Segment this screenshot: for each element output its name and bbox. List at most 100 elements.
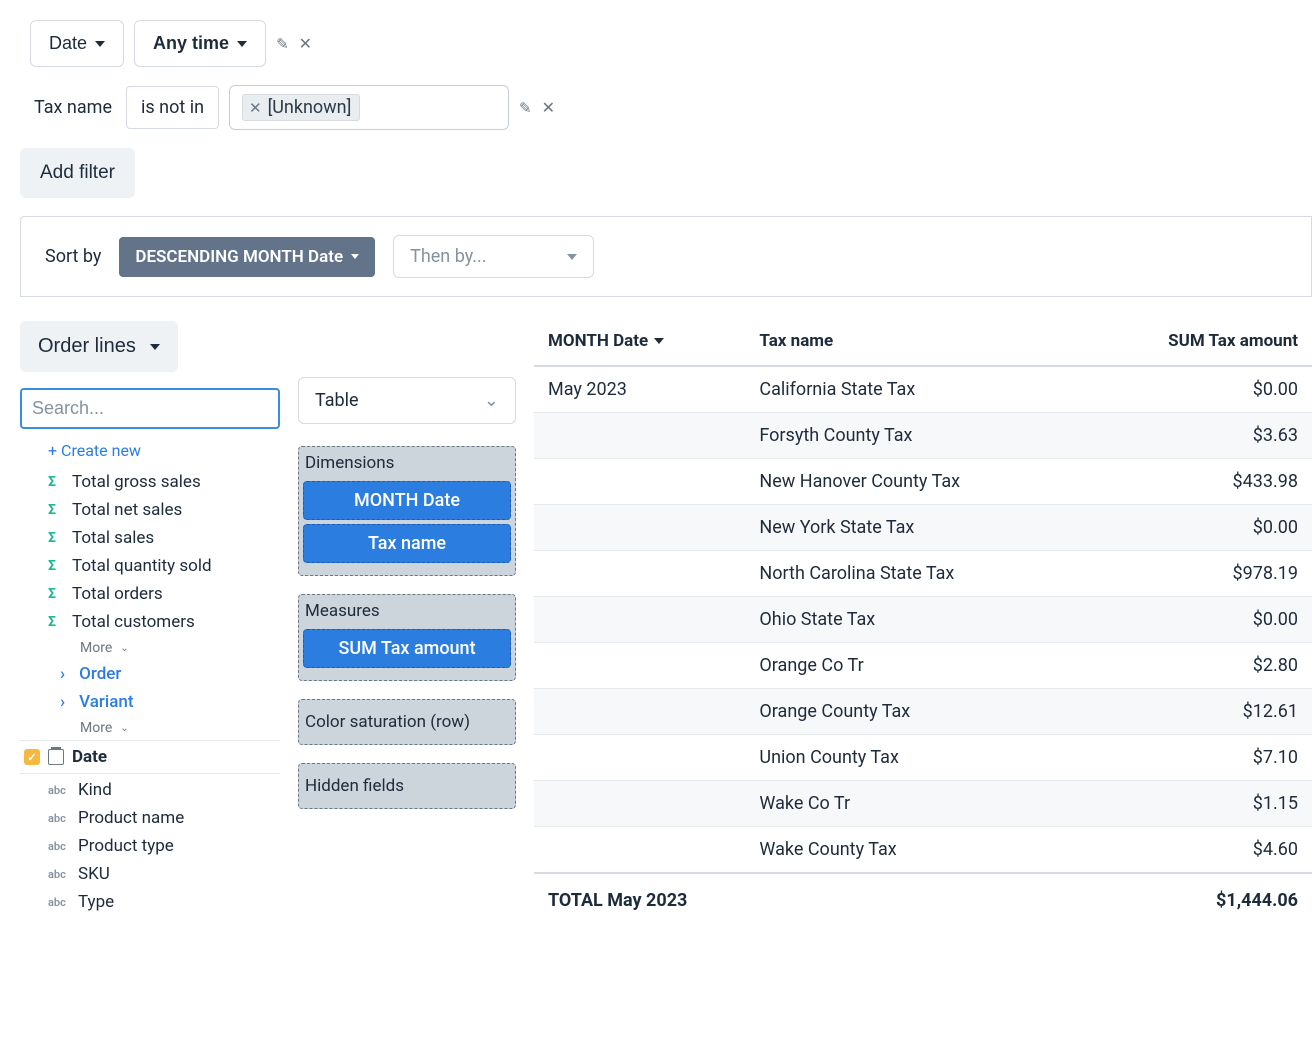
pencil-icon[interactable]: ✎ [276,35,289,53]
field-item[interactable]: ΣTotal net sales [20,496,280,524]
cell-month [534,827,745,874]
dimension-pill[interactable]: Tax name [303,524,511,563]
cell-amount: $3.63 [1081,413,1312,459]
close-icon[interactable]: ✕ [299,34,312,53]
table-row[interactable]: New Hanover County Tax$433.98 [534,459,1312,505]
cell-tax-name: New York State Tax [745,505,1080,551]
nav-variant[interactable]: ›Variant [20,688,280,716]
date-field-row[interactable]: ✓ Date [20,740,280,774]
abc-icon: abc [48,896,70,909]
source-label: Order lines [38,335,136,358]
table-row[interactable]: Orange Co Tr$2.80 [534,643,1312,689]
table-row[interactable]: Forsyth County Tax$3.63 [534,413,1312,459]
field-item[interactable]: abcProduct name [20,804,280,832]
abc-icon: abc [48,868,70,881]
sigma-icon: Σ [48,474,64,490]
search-input[interactable] [20,388,280,429]
measures-zone[interactable]: Measures SUM Tax amount [298,594,516,681]
total-label: TOTAL May 2023 [534,873,1081,927]
cell-tax-name: Wake County Tax [745,827,1080,874]
sort-then-by[interactable]: Then by... [393,235,593,278]
abc-icon: abc [48,812,70,825]
more-toggle[interactable]: More ⌄ [20,716,280,740]
filter-value-box[interactable]: ✕ [Unknown] [229,85,509,130]
chevron-down-icon: ⌄ [484,390,499,411]
add-filter-button[interactable]: Add filter [20,148,135,198]
cell-tax-name: Ohio State Tax [745,597,1080,643]
field-item[interactable]: ΣTotal orders [20,580,280,608]
field-item[interactable]: ΣTotal quantity sold [20,552,280,580]
table-row[interactable]: Orange County Tax$12.61 [534,689,1312,735]
field-item[interactable]: ΣTotal sales [20,524,280,552]
field-item[interactable]: abcProduct type [20,832,280,860]
zone-label: Measures [299,595,515,625]
sort-container: Sort by DESCENDING MONTH Date Then by... [20,216,1312,297]
cell-tax-name: North Carolina State Tax [745,551,1080,597]
col-tax-name[interactable]: Tax name [745,321,1080,366]
calendar-icon [48,749,64,765]
cell-tax-name: California State Tax [745,366,1080,413]
cell-month [534,459,745,505]
cell-amount: $978.19 [1081,551,1312,597]
field-item[interactable]: ΣTotal gross sales [20,468,280,496]
date-field-label: Date [72,747,107,767]
source-dropdown[interactable]: Order lines [20,321,178,372]
field-item[interactable]: abcSKU [20,860,280,888]
cell-month [534,551,745,597]
more-toggle[interactable]: More ⌄ [20,636,280,660]
table-row[interactable]: May 2023California State Tax$0.00 [534,366,1312,413]
sort-primary[interactable]: DESCENDING MONTH Date [119,237,375,277]
chevron-right-icon: › [60,692,65,712]
nav-order[interactable]: ›Order [20,660,280,688]
sort-label: Sort by [45,246,101,267]
date-field-dropdown[interactable]: Date [30,20,124,67]
viz-type-select[interactable]: Table ⌄ [298,377,516,424]
pencil-icon[interactable]: ✎ [519,99,532,117]
cell-amount: $7.10 [1081,735,1312,781]
filter-field-label: Tax name [30,97,116,118]
chip-label: [Unknown] [268,97,352,118]
table-row[interactable]: New York State Tax$0.00 [534,505,1312,551]
cell-tax-name: Forsyth County Tax [745,413,1080,459]
color-zone[interactable]: Color saturation (row) [298,699,516,745]
cell-month [534,597,745,643]
table-row[interactable]: North Carolina State Tax$978.19 [534,551,1312,597]
sigma-icon: Σ [48,614,64,630]
dimension-pill[interactable]: MONTH Date [303,481,511,520]
cell-tax-name: Union County Tax [745,735,1080,781]
date-range-dropdown[interactable]: Any time [134,20,266,67]
create-new-link[interactable]: + Create new [20,435,280,466]
date-field-label: Date [49,33,87,54]
caret-down-icon [95,41,105,47]
table-row[interactable]: Wake Co Tr$1.15 [534,781,1312,827]
hidden-zone[interactable]: Hidden fields [298,763,516,809]
field-item[interactable]: abcType [20,888,280,916]
cell-amount: $0.00 [1081,597,1312,643]
cell-amount: $12.61 [1081,689,1312,735]
cell-month: May 2023 [534,366,745,413]
cell-amount: $2.80 [1081,643,1312,689]
chip-remove-icon[interactable]: ✕ [249,99,262,117]
caret-down-icon [237,41,247,47]
checkbox-checked-icon[interactable]: ✓ [24,749,40,765]
filter-condition[interactable]: is not in [126,86,219,129]
close-icon[interactable]: ✕ [542,98,555,117]
cell-amount: $433.98 [1081,459,1312,505]
sigma-icon: Σ [48,530,64,546]
cell-amount: $0.00 [1081,366,1312,413]
cell-amount: $4.60 [1081,827,1312,874]
table-row[interactable]: Ohio State Tax$0.00 [534,597,1312,643]
table-row[interactable]: Wake County Tax$4.60 [534,827,1312,874]
field-item[interactable]: abcKind [20,776,280,804]
sigma-icon: Σ [48,586,64,602]
col-month[interactable]: MONTH Date [534,321,745,366]
cell-month [534,735,745,781]
dimensions-zone[interactable]: Dimensions MONTH Date Tax name [298,446,516,576]
field-item[interactable]: ΣTotal customers [20,608,280,636]
col-sum[interactable]: SUM Tax amount [1081,321,1312,366]
cell-tax-name: New Hanover County Tax [745,459,1080,505]
measure-pill[interactable]: SUM Tax amount [303,629,511,668]
table-row[interactable]: Union County Tax$7.10 [534,735,1312,781]
sort-primary-label: DESCENDING MONTH Date [135,247,343,267]
total-amount: $1,444.06 [1081,873,1312,927]
